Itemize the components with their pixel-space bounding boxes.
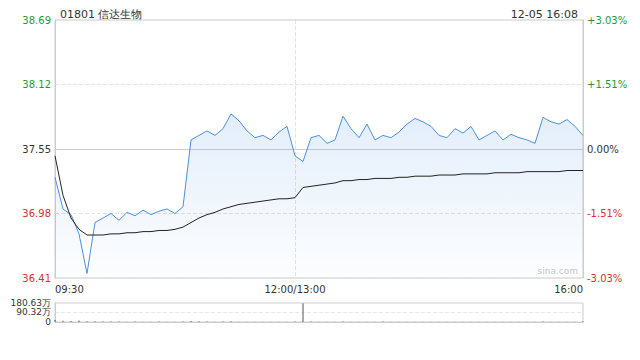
svg-text:38.12: 38.12 — [22, 79, 51, 90]
svg-text:-1.51%: -1.51% — [587, 208, 622, 219]
svg-text:0: 0 — [45, 317, 51, 327]
svg-text:36.98: 36.98 — [22, 208, 51, 219]
svg-text:12:00/13:00: 12:00/13:00 — [264, 284, 325, 295]
svg-text:+1.51%: +1.51% — [587, 79, 627, 90]
svg-text:+3.03%: +3.03% — [587, 15, 627, 26]
svg-text:09:30: 09:30 — [55, 284, 84, 295]
svg-text:90.32万: 90.32万 — [16, 307, 51, 317]
svg-text:16:00: 16:00 — [554, 284, 583, 295]
svg-text:36.41: 36.41 — [22, 273, 51, 284]
svg-text:38.69: 38.69 — [22, 15, 51, 26]
svg-text:0.00%: 0.00% — [587, 144, 619, 155]
svg-text:180.63万: 180.63万 — [11, 298, 52, 308]
svg-text:37.55: 37.55 — [22, 144, 51, 155]
svg-text:01801 信达生物: 01801 信达生物 — [60, 8, 143, 21]
svg-text:12-05 16:08: 12-05 16:08 — [511, 8, 578, 21]
svg-text:-3.03%: -3.03% — [587, 273, 622, 284]
